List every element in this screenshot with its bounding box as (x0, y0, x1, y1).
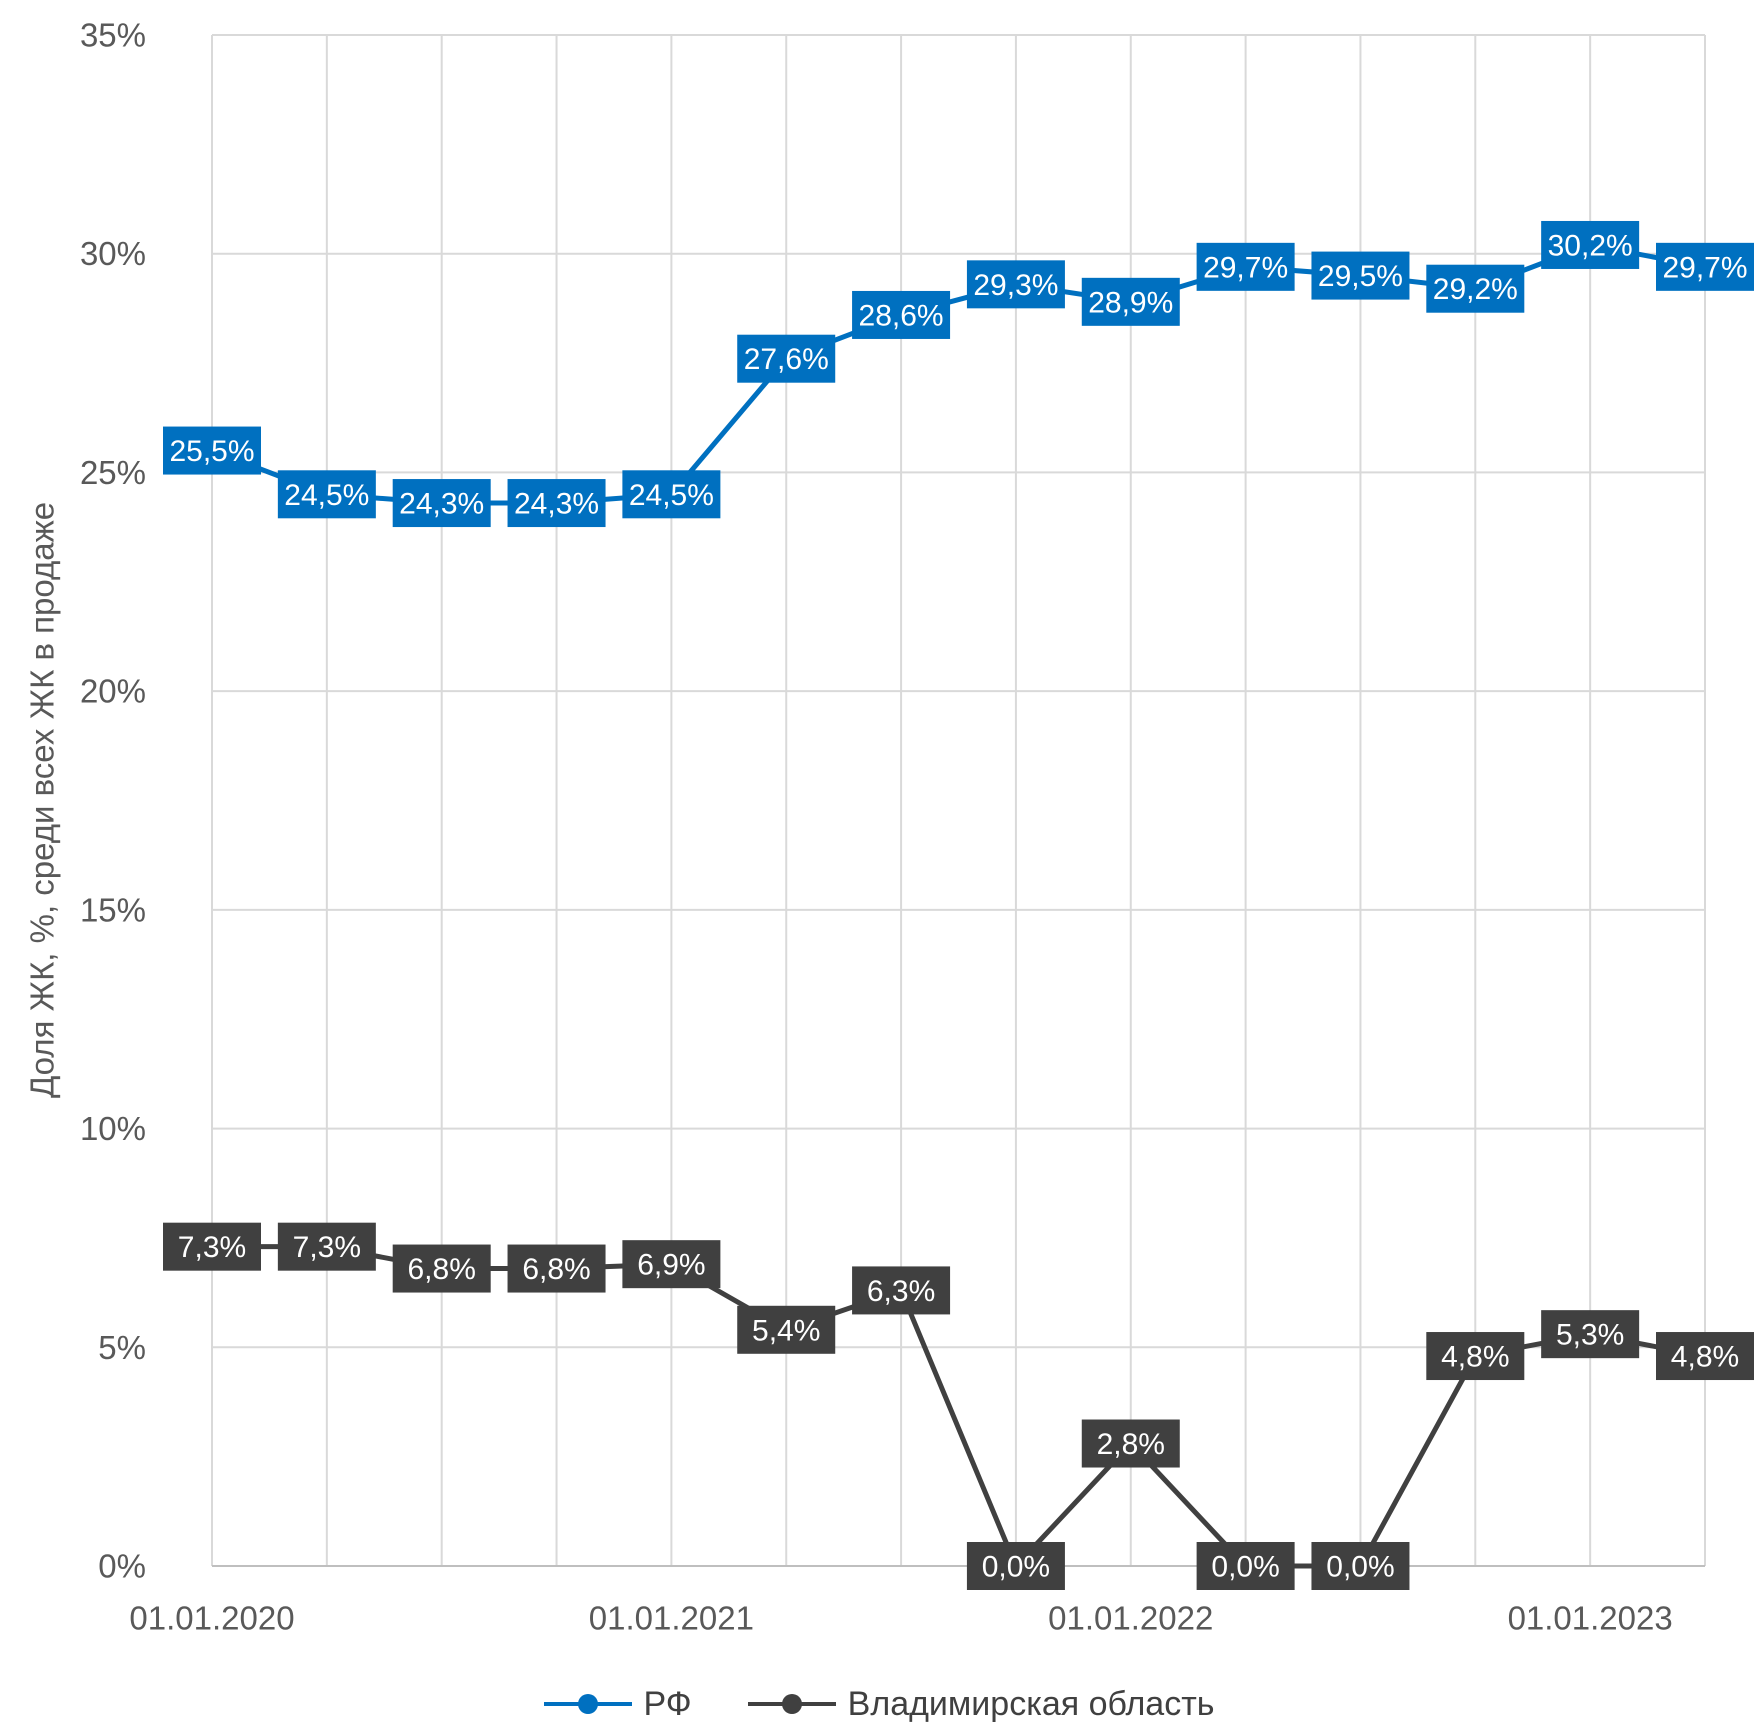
data-label: 28,9% (1088, 286, 1173, 319)
data-label-box (622, 470, 721, 519)
data-label-box (1311, 251, 1410, 300)
data-label: 0,0% (1326, 1551, 1394, 1584)
data-label-box (1311, 1542, 1410, 1590)
data-label-box (1196, 1542, 1295, 1590)
data-label-box (1426, 1332, 1525, 1381)
y-tick-label: 5% (98, 1329, 146, 1366)
y-tick-label: 25% (80, 454, 146, 491)
data-label: 6,9% (637, 1249, 705, 1282)
legend-label: РФ (643, 1684, 692, 1723)
data-label: 6,8% (522, 1253, 590, 1286)
data-labels: 25,5% 24,5% 24,3% 24,3% 24,5% 27,6% 28,6% 29,3%… (163, 220, 1754, 1590)
y-tick-label: 10% (80, 1110, 146, 1147)
legend-marker (781, 1694, 802, 1714)
data-label-box (737, 1305, 836, 1354)
data-label-box (852, 1266, 951, 1315)
data-label-box (277, 1222, 376, 1271)
x-tick-label: 01.01.2021 (589, 1600, 754, 1637)
data-label: 24,3% (399, 488, 484, 521)
axes: 0% 5% 10% 15% 20% 25% 30% 35% 01.01.2020 01.01.20… (80, 17, 1705, 1637)
data-label-box (966, 1542, 1065, 1590)
x-tick-label: 01.01.2023 (1508, 1600, 1673, 1637)
data-label: 5,3% (1556, 1319, 1624, 1352)
data-label-box (1541, 220, 1640, 269)
data-label: 24,5% (629, 479, 714, 512)
data-label: 4,8% (1441, 1341, 1509, 1374)
data-label-box (1081, 1419, 1180, 1468)
x-tick-label: 01.01.2022 (1048, 1600, 1213, 1637)
data-label: 29,7% (1662, 251, 1747, 284)
data-label-box (1656, 1332, 1754, 1381)
legend-item: Владимирская область (747, 1684, 1215, 1724)
data-label-box (1426, 264, 1525, 313)
data-label-box (163, 426, 261, 475)
data-label: 2,8% (1097, 1428, 1165, 1461)
data-label-box (737, 334, 836, 383)
data-label: 29,2% (1433, 273, 1518, 306)
data-label: 0,0% (982, 1551, 1050, 1584)
y-tick-label: 30% (80, 235, 146, 272)
data-label: 0,0% (1211, 1551, 1279, 1584)
data-label-box (163, 1222, 261, 1271)
data-label-box (1541, 1310, 1640, 1359)
data-label: 27,6% (744, 343, 829, 376)
data-label-box (1656, 242, 1754, 291)
y-axis-title: Доля ЖК, %, среди всех ЖК в продаже (24, 502, 61, 1098)
data-label-box (392, 1244, 491, 1293)
data-label-box (507, 1244, 606, 1293)
data-label: 29,3% (973, 269, 1058, 302)
data-label: 29,7% (1203, 251, 1288, 284)
data-label-box (507, 479, 606, 528)
data-label-box (277, 470, 376, 519)
legend-label: Владимирская область (847, 1684, 1215, 1723)
data-label: 25,5% (169, 435, 254, 468)
data-label-box (852, 290, 951, 339)
data-label: 5,4% (752, 1314, 820, 1347)
data-label-box (1196, 242, 1295, 291)
data-label: 24,3% (514, 488, 599, 521)
data-label: 6,3% (867, 1275, 935, 1308)
legend-swatch (543, 1684, 632, 1724)
y-tick-label: 0% (98, 1548, 146, 1585)
data-label-box (1081, 277, 1180, 326)
x-tick-label: 01.01.2020 (129, 1600, 294, 1637)
data-label-box (392, 479, 491, 528)
y-tick-label: 15% (80, 891, 146, 928)
legend: РФ Владимирская область (0, 1682, 1758, 1726)
legend-marker (577, 1694, 598, 1714)
data-label-box (966, 260, 1065, 309)
data-label: 24,5% (284, 479, 369, 512)
data-label: 4,8% (1671, 1341, 1739, 1374)
y-tick-label: 35% (80, 17, 146, 54)
data-label: 30,2% (1548, 229, 1633, 262)
series-line-1 (209, 1244, 1708, 1569)
legend-swatch (747, 1684, 836, 1724)
data-label: 6,8% (407, 1253, 475, 1286)
data-label: 29,5% (1318, 260, 1403, 293)
data-label-box (622, 1240, 721, 1289)
data-label: 7,3% (293, 1231, 361, 1264)
data-label: 7,3% (178, 1231, 246, 1264)
y-tick-label: 20% (80, 673, 146, 710)
data-label: 28,6% (859, 299, 944, 332)
legend-item: РФ (543, 1684, 692, 1724)
